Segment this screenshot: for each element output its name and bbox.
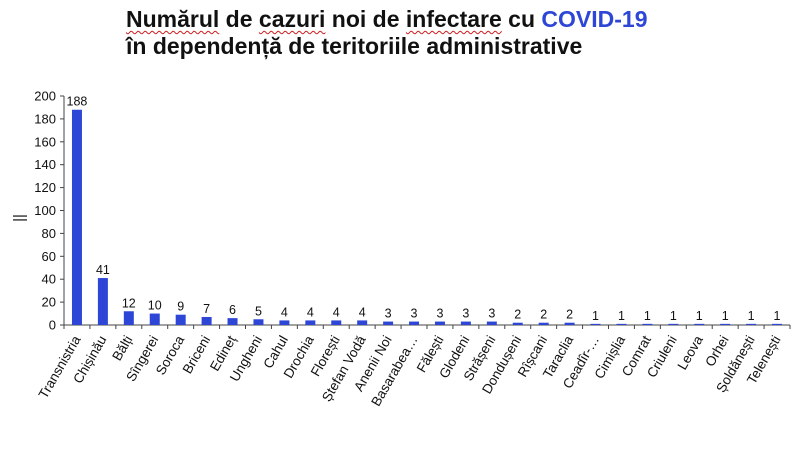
title-part-0: Numărul	[126, 6, 220, 32]
value-label: 1	[774, 309, 781, 323]
bar	[305, 320, 316, 325]
value-label: 1	[670, 309, 677, 323]
bar	[434, 321, 445, 325]
y-tick-label: 60	[42, 249, 56, 264]
category-label: Bălți	[109, 333, 135, 363]
bar	[123, 311, 134, 325]
bar	[357, 320, 368, 325]
title-part-2: cazuri	[258, 6, 326, 32]
bar	[590, 323, 601, 325]
bars	[71, 109, 783, 326]
value-label: 7	[203, 302, 210, 316]
bar	[383, 321, 394, 325]
value-label: 2	[540, 308, 547, 322]
value-label: 3	[385, 307, 392, 321]
y-tick-label: 180	[34, 111, 56, 126]
value-label: 5	[255, 304, 262, 318]
y-tick-label: 100	[34, 203, 56, 218]
value-label: 41	[96, 263, 110, 277]
bar	[720, 323, 731, 325]
title-part-6: COVID-19	[541, 6, 648, 32]
y-tick-label: 140	[34, 157, 56, 172]
y-tick-label: 40	[42, 272, 56, 287]
bar	[227, 318, 238, 325]
y-axis-label: ||	[11, 214, 28, 222]
value-label: 3	[488, 307, 495, 321]
y-tick-label: 80	[42, 226, 56, 241]
category-label: Leova	[674, 333, 706, 373]
y-tick-label: 0	[49, 318, 56, 333]
y-tick-label: 160	[34, 134, 56, 149]
title-line-1: Numărul de cazuri noi de infectare cu CO…	[126, 6, 786, 33]
bar	[253, 319, 264, 325]
y-axis-ticks: 0 20 40 60 80 100 120 140 160 180 200	[34, 89, 64, 333]
bottom-left-patch	[0, 410, 62, 449]
value-label: 9	[177, 300, 184, 314]
value-label: 4	[307, 305, 314, 319]
axes	[63, 96, 791, 329]
value-label: 1	[748, 309, 755, 323]
y-tick-label: 200	[34, 89, 56, 104]
title-part-5: cu	[501, 6, 542, 32]
bar	[746, 323, 757, 325]
title-line-2: în dependență de teritoriile administrat…	[126, 33, 583, 59]
bar	[772, 323, 783, 325]
bar	[512, 322, 523, 325]
value-label: 1	[722, 309, 729, 323]
bar	[201, 316, 212, 325]
bar	[564, 322, 575, 325]
value-label: 6	[229, 303, 236, 317]
value-label: 1	[696, 309, 703, 323]
value-label: 4	[333, 305, 340, 319]
y-tick-label: 120	[34, 180, 56, 195]
value-label: 2	[514, 308, 521, 322]
value-label: 3	[462, 307, 469, 321]
value-label: 1	[592, 309, 599, 323]
bar	[409, 321, 420, 325]
bar	[149, 313, 160, 325]
bar	[668, 323, 679, 325]
value-labels: 188 41 12 10 9 7 6 5 4 4 4 4 3 3 3 3 3 2 2 2 1 1 1 1 1 1 1 1	[67, 95, 781, 323]
value-label: 3	[436, 307, 443, 321]
title-part-3: noi de	[325, 6, 406, 32]
value-label: 12	[122, 296, 136, 310]
value-label: 4	[359, 305, 366, 319]
value-label: 2	[566, 308, 573, 322]
y-tick-label: 20	[42, 295, 56, 310]
bar	[538, 322, 549, 325]
value-label: 188	[67, 95, 88, 109]
chart-title: Numărul de cazuri noi de infectare cu CO…	[126, 6, 786, 60]
bar	[331, 320, 342, 325]
value-label: 1	[618, 309, 625, 323]
bar	[97, 278, 108, 325]
value-label: 1	[644, 309, 651, 323]
bar	[616, 323, 627, 325]
bar	[460, 321, 471, 325]
value-label: 4	[281, 305, 288, 319]
title-part-4: infectare	[405, 6, 502, 32]
bar	[486, 321, 497, 325]
bar	[175, 314, 186, 325]
bar	[642, 323, 653, 325]
bar	[71, 109, 82, 326]
bar	[694, 323, 705, 325]
value-label: 3	[411, 307, 418, 321]
bar	[279, 320, 290, 325]
title-part-1: de	[219, 6, 259, 32]
value-label: 10	[148, 299, 162, 313]
